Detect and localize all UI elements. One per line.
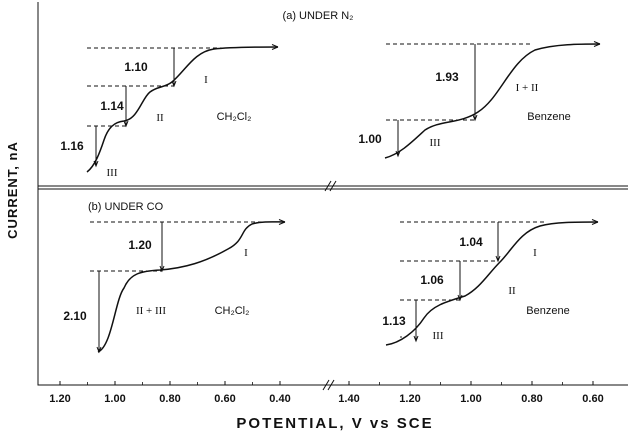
solvent-label: CH₂Cl₂ — [217, 111, 252, 123]
value-label: 1.93 — [435, 70, 459, 84]
panel-a-ch2cl2: 1.10 1.14 1.16 I II III CH₂Cl₂ — [60, 44, 279, 179]
value-label: 1.10 — [124, 60, 148, 74]
x-tick-label: 1.20 — [399, 393, 420, 405]
wave-label: III — [430, 137, 441, 149]
panel-b-ch2cl2: 1.20 2.10 I II + III CH₂Cl₂ — [63, 219, 286, 354]
wave-label: III — [433, 330, 444, 342]
value-label: 2.10 — [63, 309, 87, 323]
x-axis-label: POTENTIAL, V vs SCE — [236, 415, 433, 432]
value-label: 1.16 — [60, 139, 84, 153]
wave-label: II — [508, 285, 516, 297]
curve-b-ch2cl2 — [97, 221, 286, 353]
x-tick-label: 0.80 — [159, 393, 180, 405]
x-tick-label: 0.60 — [582, 393, 603, 405]
panel-b-title: (b) UNDER CO — [88, 201, 164, 213]
x-tick-label: 0.80 — [521, 393, 542, 405]
value-label: 1.14 — [100, 99, 124, 113]
value-label: 1.04 — [459, 235, 483, 249]
curve-a-benzene — [384, 43, 601, 159]
solvent-label: Benzene — [526, 305, 569, 317]
wave-label: II — [156, 112, 164, 124]
value-label: 1.20 — [128, 238, 152, 252]
wave-label: I + II — [516, 82, 539, 94]
wave-label: II + III — [136, 305, 166, 317]
solvent-label: Benzene — [527, 111, 570, 123]
wave-label: I — [533, 247, 537, 259]
curve-a-ch2cl2 — [86, 46, 279, 173]
x-tick-label: 1.40 — [338, 393, 359, 405]
curve-b-benzene — [385, 221, 599, 346]
panel-b-benzene: 1.04 1.06 1.13 I II III Benzene — [382, 219, 599, 346]
wave-label: I — [204, 74, 208, 86]
panel-frames — [37, 2, 628, 391]
x-axis-ticks: 1.20 1.00 0.80 0.60 0.40 1.40 1.20 1.00 0.80 0.60 — [49, 381, 604, 405]
panel-a-title: (a) UNDER N₂ — [283, 10, 354, 22]
x-tick-label: 1.20 — [49, 393, 70, 405]
wave-label: III — [107, 167, 118, 179]
x-tick-label: 0.60 — [214, 393, 235, 405]
x-tick-label: 1.00 — [460, 393, 481, 405]
x-tick-label: 0.40 — [269, 393, 290, 405]
value-label: 1.06 — [420, 273, 444, 287]
wave-label: I — [244, 247, 248, 259]
y-axis-label: CURRENT, nA — [5, 141, 20, 239]
solvent-label: CH₂Cl₂ — [215, 305, 250, 317]
x-tick-label: 1.00 — [104, 393, 125, 405]
value-label: 1.00 — [358, 132, 382, 146]
value-label: 1.13 — [382, 314, 406, 328]
panel-a-benzene: 1.93 1.00 I + II III Benzene — [358, 41, 601, 159]
